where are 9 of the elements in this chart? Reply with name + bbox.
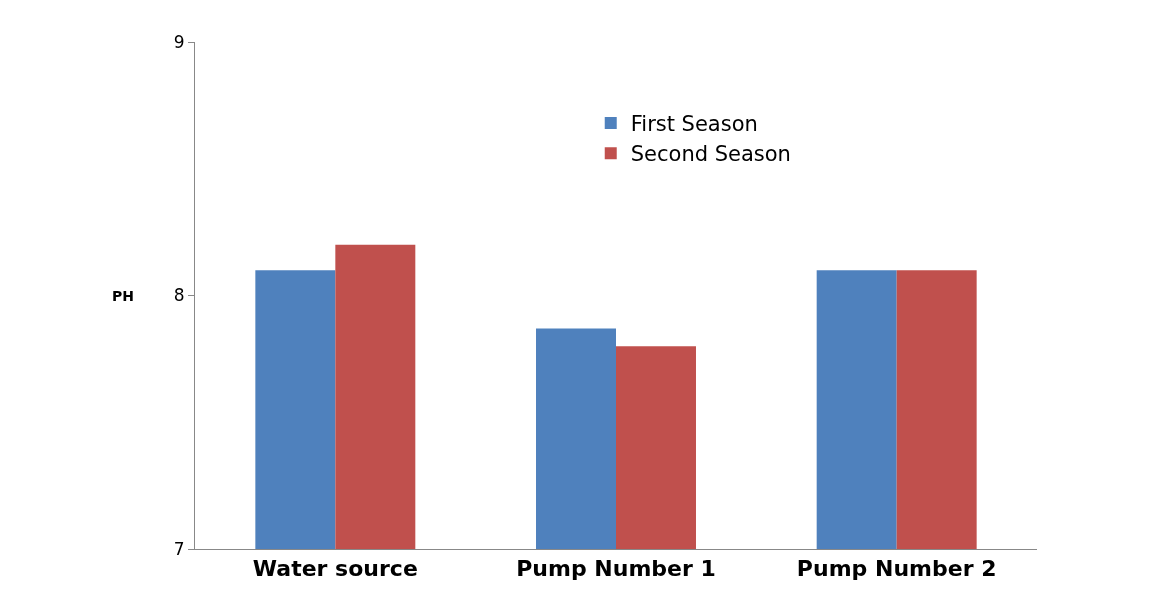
y-tick-label: 8 <box>173 285 185 306</box>
x-tick-label: Water source <box>252 556 418 582</box>
legend-label: First Season <box>630 112 758 137</box>
y-tick-label: 9 <box>173 31 185 52</box>
x-tick-label: Pump Number 2 <box>796 556 997 582</box>
y-tick-label: 7 <box>173 538 185 559</box>
legend-label: Second Season <box>630 142 791 167</box>
x-tick-label: Pump Number 1 <box>516 556 716 582</box>
y-axis-title: PH <box>112 288 134 304</box>
